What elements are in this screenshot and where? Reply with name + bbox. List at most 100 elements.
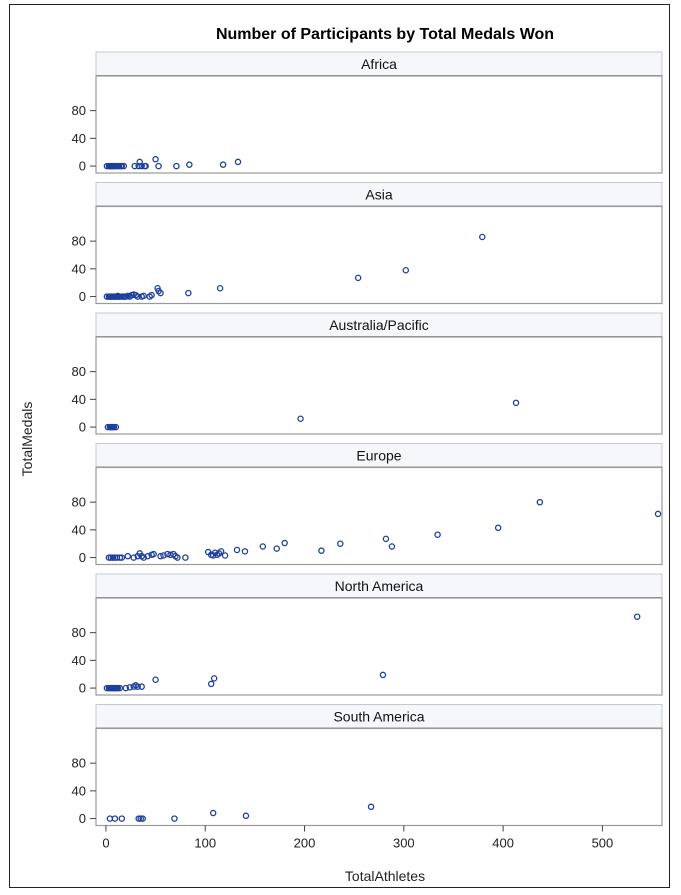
y-tick-label: 40 (72, 131, 86, 146)
data-point (160, 552, 167, 559)
panel-4: North America 0 40 80 (72, 573, 663, 696)
data-point (155, 162, 162, 170)
data-point (138, 683, 145, 690)
data-point (234, 158, 242, 166)
data-point (185, 289, 192, 297)
y-tick-label: 80 (72, 756, 86, 771)
data-point (131, 162, 138, 170)
data-point (116, 684, 124, 692)
panel-label: Australia/Pacific (329, 317, 429, 333)
data-point (259, 543, 267, 550)
data-point (512, 399, 520, 407)
x-tick-label: 200 (294, 836, 316, 851)
panel-0: Africa 0 40 80 (72, 51, 663, 174)
data-point (135, 162, 142, 170)
data-point (241, 548, 249, 555)
data-point (105, 554, 113, 561)
data-point (142, 162, 149, 170)
data-point (221, 552, 229, 559)
data-point (152, 676, 159, 684)
data-point (140, 554, 147, 561)
data-point (148, 291, 155, 299)
data-point (654, 510, 662, 518)
y-tick-label: 80 (72, 625, 86, 640)
data-point (114, 684, 122, 692)
data-point (171, 815, 178, 822)
data-point (134, 683, 141, 690)
data-point (164, 550, 171, 558)
data-point (110, 423, 118, 431)
data-point (130, 554, 137, 561)
data-point (112, 423, 120, 431)
data-point (379, 671, 387, 679)
y-tick-label: 40 (72, 653, 86, 668)
x-tick-label: 0 (102, 836, 109, 851)
data-point (135, 815, 142, 822)
data-point (388, 543, 396, 550)
y-tick-label: 0 (79, 550, 86, 565)
data-point (209, 809, 217, 817)
data-point (402, 266, 410, 274)
data-point (367, 803, 375, 811)
data-point (297, 415, 304, 423)
y-tick-label: 80 (72, 495, 86, 510)
data-point (633, 613, 641, 620)
data-point (273, 545, 280, 552)
y-tick-label: 0 (79, 420, 86, 435)
data-point (137, 815, 144, 822)
data-point (140, 292, 147, 300)
y-tick-label: 80 (72, 103, 86, 118)
panel-3: Europe 0 40 80 (72, 443, 663, 566)
y-axis-title: TotalMedals (19, 402, 35, 477)
y-tick-label: 40 (72, 522, 86, 537)
y-tick-label: 80 (72, 364, 86, 379)
panel-1: Asia 0 40 80 (72, 182, 663, 305)
data-point (138, 162, 145, 170)
data-point (281, 539, 288, 547)
data-point (242, 812, 250, 820)
data-point (111, 815, 119, 822)
y-tick-label: 0 (79, 289, 86, 304)
data-point (536, 498, 544, 506)
data-point (139, 815, 146, 822)
chart-title: Number of Participants by Total Medals W… (216, 26, 554, 43)
data-point (173, 162, 180, 170)
panel-5: South America 0 40 80 0 100 200 300 400 500 (72, 704, 663, 851)
data-point (144, 552, 151, 560)
data-point (107, 554, 115, 561)
panel-group: Africa 0 40 80 Asia 0 40 80 Australia/Pacific 0 40… (72, 51, 663, 851)
data-point (124, 552, 132, 560)
data-point (354, 274, 362, 282)
panel-strip (95, 704, 663, 729)
panel-2: Australia/Pacific 0 40 80 (72, 312, 663, 435)
data-point (122, 684, 130, 692)
panel-plot-area (95, 597, 663, 696)
panel-plot-area (95, 205, 663, 305)
data-point (118, 815, 126, 822)
data-point (157, 289, 164, 297)
data-point (157, 552, 164, 560)
x-tick-label: 400 (492, 836, 514, 851)
data-point (382, 535, 390, 543)
x-tick-label: 500 (592, 836, 614, 851)
panel-plot-area (95, 466, 663, 566)
data-point (116, 554, 124, 561)
data-point (210, 675, 218, 682)
data-point (207, 680, 215, 688)
data-point (186, 161, 193, 168)
data-point (479, 233, 486, 241)
data-point (174, 554, 181, 561)
panel-label: Africa (361, 56, 397, 72)
panel-plot-area (95, 336, 663, 435)
y-tick-label: 40 (72, 261, 86, 276)
data-point (434, 531, 441, 538)
panel-label: Asia (365, 187, 392, 203)
scatter-panel-chart: Number of Participants by Total Medals W… (19, 26, 663, 884)
data-point (126, 684, 134, 691)
data-point (217, 548, 225, 555)
panel-plot-area (95, 75, 663, 174)
y-tick-label: 0 (79, 811, 86, 826)
data-point (337, 540, 344, 547)
panel-strip (95, 51, 663, 77)
data-point (318, 547, 325, 554)
